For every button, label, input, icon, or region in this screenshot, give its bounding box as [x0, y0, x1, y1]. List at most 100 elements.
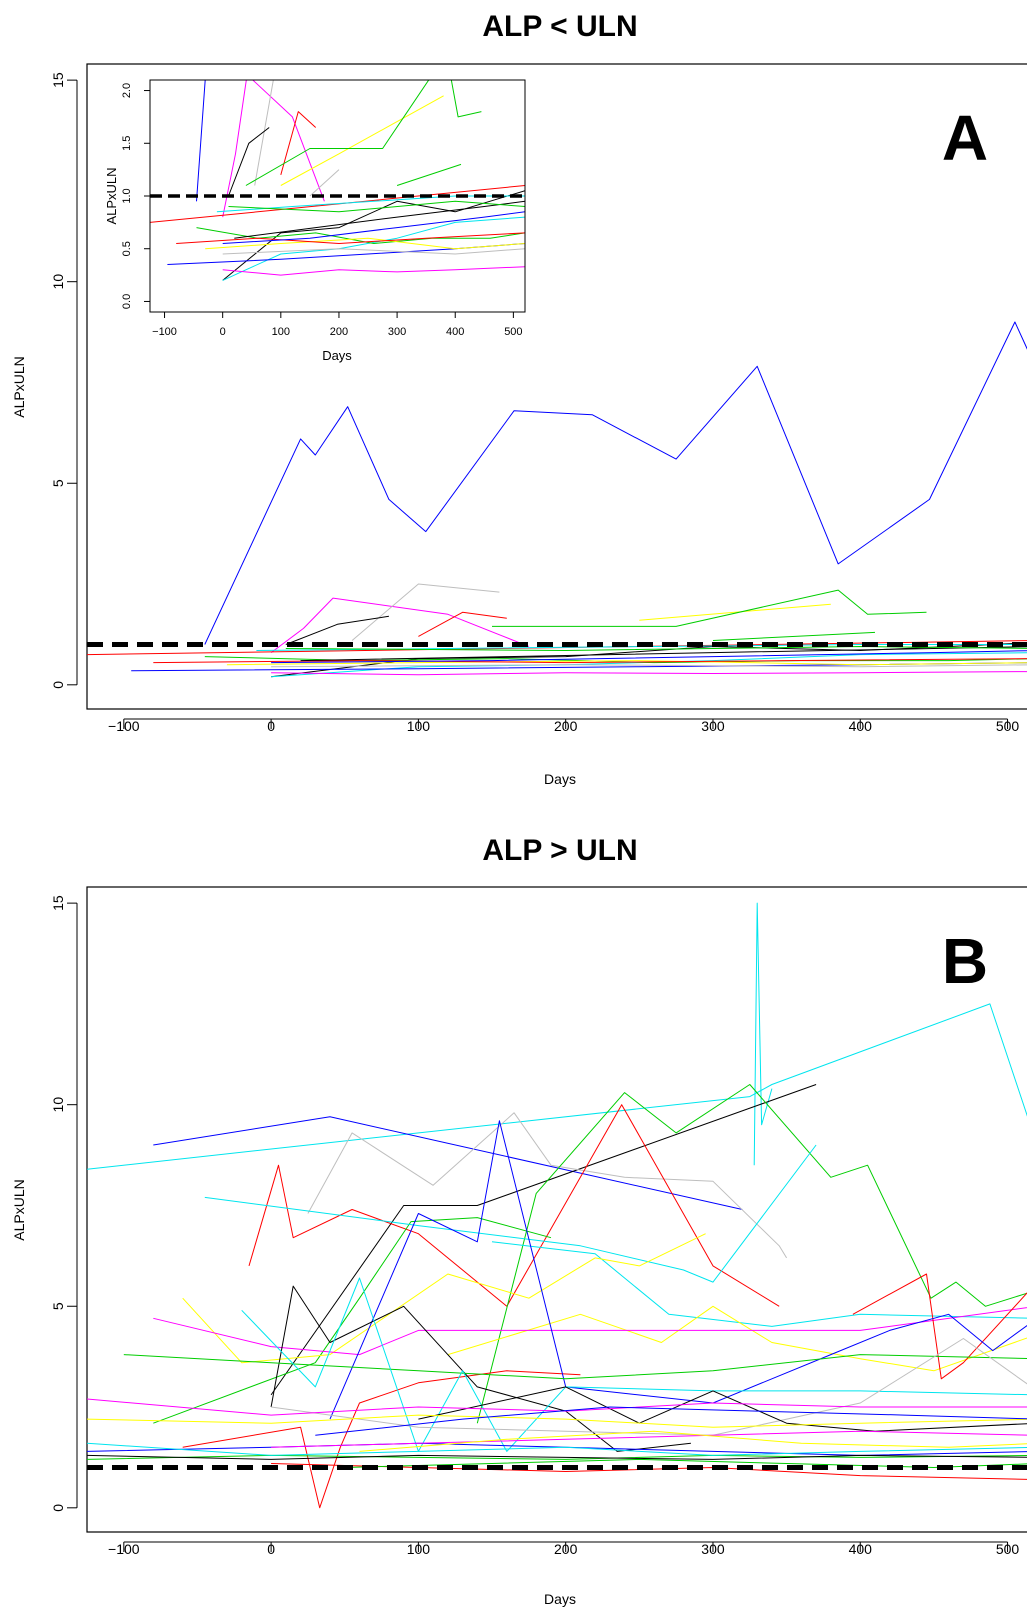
panel-b-series-line-11: [182, 1233, 706, 1364]
inset-x-axis-label: Days: [322, 348, 352, 363]
panel-a-series-line-6: [639, 603, 831, 621]
panel-b-series-line-30: [315, 1406, 1027, 1436]
panel-a-series-line-20: [285, 646, 1027, 651]
inset-series-line-2: [222, 80, 325, 218]
inset-series-line-14: [222, 266, 525, 276]
panel-a-series-line-15: [226, 660, 1027, 666]
panel-b-series-line-6: [248, 1104, 780, 1307]
panel-a-series-line-1: [204, 321, 1027, 645]
panel-a-y-tick-label: 0: [50, 681, 66, 689]
inset-x-tick-label: 100: [272, 326, 290, 338]
panel-b-series-line-26: [87, 1442, 1027, 1456]
panel-a-series-line-7: [492, 589, 927, 627]
panel-b-series-line-3: [153, 1116, 743, 1210]
panel-b-series-line-13: [153, 1307, 1027, 1356]
panel-a-chart: ALP < ULN −100 0 100 200 300 400 500 0 5 10 15 Da…: [11, 10, 1027, 787]
panel-a-series-line-8: [712, 631, 876, 641]
inset-x-tick-label: −100: [152, 326, 177, 338]
panel-a-x-tick-label: 300: [701, 718, 725, 734]
inset-series-line-4: [309, 169, 340, 197]
panel-a-y-tick-label: 10: [50, 274, 66, 290]
panel-b-plot-frame: [86, 886, 1027, 1533]
inset-x-tick-label: 400: [446, 326, 464, 338]
inset-series-line-3: [254, 80, 274, 186]
panel-b-series-line-9: [204, 1144, 817, 1283]
inset-series-line-9: [396, 163, 462, 186]
panel-b-series-line-16: [329, 1120, 1027, 1420]
panel-b-series-line-19: [241, 1277, 1027, 1452]
panel-a-y-tick-label: 15: [50, 72, 66, 88]
panel-a-x-tick-label: −100: [108, 718, 140, 734]
inset-series-line-7: [280, 95, 444, 186]
panel-a-x-axis-label: Days: [544, 771, 576, 787]
panel-a-label: A: [942, 102, 988, 174]
panel-a-series-line-21: [271, 664, 1027, 668]
panel-a-x-tick-label: 200: [554, 718, 578, 734]
panel-b-x-tick-label: −100: [108, 1541, 140, 1557]
inset-series-line-19: [222, 211, 525, 244]
panel-b-series-line-5: [307, 1112, 788, 1259]
panel-b-chart: ALP > ULN −100 0 100 200 300 400 500 0 5 10 15 Da…: [11, 834, 1027, 1607]
panel-b-x-tick-label: 300: [701, 1541, 725, 1557]
inset-series-group: [150, 80, 525, 281]
panel-b-series-line-18: [123, 1354, 1027, 1380]
panel-a-plot-frame: [86, 63, 1027, 710]
panel-a-series-line-4: [285, 615, 389, 645]
inset-y-tick-label: 1.0: [121, 188, 133, 203]
panel-b-y-axis: 0 5 10 15: [50, 895, 78, 1512]
inset-x-tick-label: 200: [330, 326, 348, 338]
panel-a-series-line-13: [271, 671, 1027, 676]
panel-b-series-line-7: [476, 1084, 1027, 1424]
inset-y-tick-label: 2.0: [121, 83, 133, 98]
panel-b-x-axis: −100 0 100 200 300 400 500: [108, 1541, 1019, 1557]
inset-series-line-16: [205, 237, 525, 250]
panel-a-series-line-18: [271, 650, 1027, 664]
inset-y-axis: 0.0 0.5 1.0 1.5 2.0: [121, 83, 150, 309]
panel-a-x-tick-label: 0: [267, 718, 275, 734]
inset-y-tick-label: 0.5: [121, 241, 133, 256]
panel-b-y-tick-label: 10: [50, 1097, 66, 1113]
panel-b-series-line-4: [270, 1084, 817, 1396]
panel-b-x-tick-label: 200: [554, 1541, 578, 1557]
panel-b-y-tick-label: 5: [50, 1302, 66, 1310]
panel-b-series-line-14: [852, 1273, 1027, 1380]
panel-b-x-tick-label: 400: [849, 1541, 873, 1557]
inset-series-line-8: [245, 80, 482, 186]
panel-b-series-line-27: [87, 1454, 1027, 1460]
inset-x-tick-label: 500: [504, 326, 522, 338]
panel-b-x-axis-label: Days: [544, 1591, 576, 1607]
panel-b-series-line-10: [491, 1241, 1027, 1327]
inset-y-tick-label: 0.0: [121, 294, 133, 309]
panel-a-series-line-16: [153, 658, 1027, 664]
panel-b-label: B: [942, 925, 988, 997]
inset-series-line-17: [176, 232, 525, 244]
inset-series-line-22: [222, 248, 525, 255]
panel-a-title: ALP < ULN: [482, 10, 637, 43]
panel-a-x-tick-label: 400: [849, 718, 873, 734]
panel-a-series-group: [87, 321, 1027, 678]
panel-b-x-tick-label: 100: [407, 1541, 431, 1557]
inset-chart: −100 0 100 200 300 400 500 0.0 0.5 1.0 1.5 2.0 Day…: [104, 79, 526, 363]
panel-a-series-line-2: [270, 597, 530, 654]
panel-b-series-line-8: [153, 1217, 552, 1424]
panel-b-series-line-15: [182, 1370, 581, 1509]
panel-b-series-line-22: [87, 1398, 1027, 1416]
panel-b-x-tick-label: 500: [996, 1541, 1020, 1557]
panel-b-series-line-32: [359, 1430, 1027, 1452]
panel-b-series-line-12: [447, 1305, 1027, 1372]
panel-b-y-tick-label: 15: [50, 895, 66, 911]
panel-a-x-tick-label: 100: [407, 718, 431, 734]
panel-b-y-axis-label: ALPxULN: [11, 1179, 27, 1240]
inset-series-line-21: [228, 200, 525, 213]
panel-b-x-tick-label: 0: [267, 1541, 275, 1557]
panel-b-series-line-1: [87, 1003, 1027, 1170]
inset-x-axis: −100 0 100 200 300 400 500: [152, 312, 523, 338]
panel-b-series-line-28: [271, 1430, 1027, 1448]
panel-b-series-line-23: [87, 1414, 1027, 1428]
panel-b-title: ALP > ULN: [482, 834, 637, 867]
panel-a-y-axis: 0 5 10 15: [50, 72, 78, 689]
panel-a-y-tick-label: 5: [50, 479, 66, 487]
panel-b-series-line-2: [753, 902, 773, 1166]
inset-y-tick-label: 1.5: [121, 136, 133, 151]
